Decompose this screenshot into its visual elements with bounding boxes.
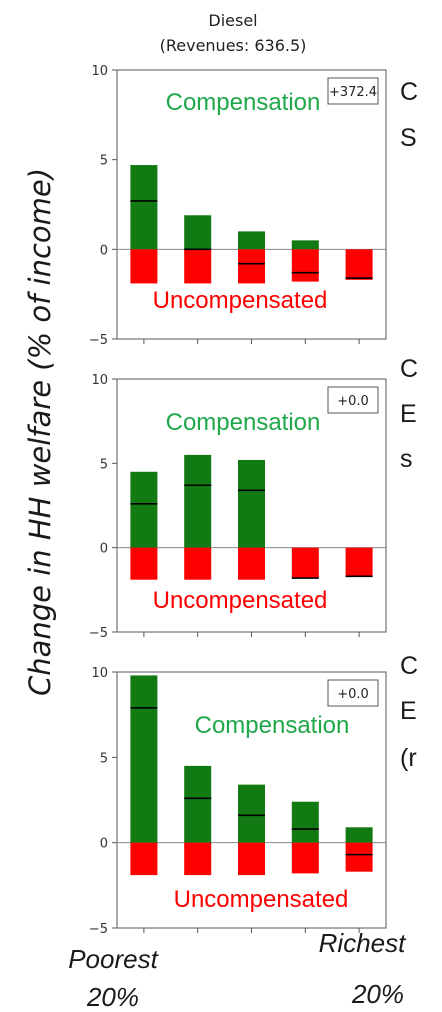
compensation-bar bbox=[238, 231, 265, 250]
uncompensated-bar bbox=[184, 842, 212, 876]
y-tick-label: 0 bbox=[100, 243, 108, 258]
uncompensated-bar bbox=[238, 547, 265, 580]
uncompensated-bar bbox=[291, 842, 319, 874]
compensation-bar bbox=[130, 471, 158, 548]
cropped-side-text: C bbox=[400, 78, 419, 106]
uncompensated-bar bbox=[345, 842, 373, 872]
chart-panel-3: 10 5 0 −5 +0.0 Compensation Uncompensated bbox=[89, 666, 387, 937]
compensation-label: Compensation bbox=[166, 409, 321, 436]
uncompensated-bar bbox=[184, 547, 212, 580]
y-tick-label: 5 bbox=[100, 154, 108, 169]
x-label-poorest-line2: 20% bbox=[86, 982, 139, 1012]
uncompensated-bar bbox=[130, 547, 158, 580]
y-tick-label: 0 bbox=[100, 837, 108, 852]
compensation-bar bbox=[291, 240, 319, 250]
uncompensated-label: Uncompensated bbox=[153, 587, 328, 614]
y-tick-label: −5 bbox=[89, 626, 108, 641]
cropped-side-text: C bbox=[400, 652, 419, 680]
revenue-badge-box bbox=[327, 77, 379, 105]
revenue-badge-box bbox=[327, 679, 379, 707]
y-tick-label: −5 bbox=[89, 333, 108, 348]
compensation-bar bbox=[130, 675, 158, 843]
chart-panel-1: 10 5 0 −5 +372.4 Compensation Uncompensated bbox=[89, 64, 387, 348]
cropped-side-text: C bbox=[400, 355, 419, 383]
y-axis-label: Change in HH welfare (% of income) bbox=[23, 168, 57, 696]
revenue-badge: +0.0 bbox=[337, 394, 369, 409]
uncompensated-bar bbox=[184, 249, 212, 284]
revenue-badge: +372.4 bbox=[329, 85, 377, 100]
chart-subtitle: (Revenues: 636.5) bbox=[160, 36, 307, 55]
compensation-bar bbox=[184, 215, 212, 250]
uncompensated-label: Uncompensated bbox=[174, 886, 349, 913]
uncompensated-bar bbox=[291, 547, 319, 579]
chart-title: Diesel bbox=[208, 11, 257, 30]
cropped-side-text: E bbox=[400, 697, 417, 725]
y-tick-label: −5 bbox=[89, 922, 108, 937]
y-tick-label: 10 bbox=[91, 373, 108, 388]
y-tick-label: 10 bbox=[91, 666, 108, 681]
cropped-side-text: E bbox=[400, 400, 417, 428]
uncompensated-bar bbox=[291, 249, 319, 282]
cropped-side-text: (r bbox=[400, 744, 417, 772]
y-tick-label: 5 bbox=[100, 457, 108, 472]
x-label-richest-line2: 20% bbox=[351, 979, 404, 1009]
x-label-poorest-line1: Poorest bbox=[68, 944, 159, 974]
cropped-side-text: s bbox=[400, 445, 413, 473]
compensation-bar bbox=[345, 827, 373, 843]
y-tick-label: 0 bbox=[100, 542, 108, 557]
compensation-label: Compensation bbox=[166, 89, 321, 116]
revenue-badge: +0.0 bbox=[337, 687, 369, 702]
uncompensated-bar bbox=[238, 249, 265, 284]
uncompensated-bar bbox=[345, 249, 373, 280]
compensation-bar bbox=[184, 765, 212, 843]
compensation-bar bbox=[238, 784, 265, 843]
uncompensated-bar bbox=[130, 842, 158, 876]
compensation-bar bbox=[130, 165, 158, 250]
compensation-label: Compensation bbox=[195, 712, 350, 739]
compensation-bar bbox=[238, 459, 265, 548]
panel-frame bbox=[116, 69, 387, 340]
panel-frame bbox=[116, 671, 387, 929]
revenue-badge-box bbox=[327, 386, 379, 414]
chart-panel-2: 10 5 0 −5 +0.0 Compensation Uncompensated bbox=[89, 373, 387, 641]
cropped-side-text: S bbox=[400, 124, 417, 152]
uncompensated-bar bbox=[130, 249, 158, 284]
compensation-bar bbox=[184, 454, 212, 548]
uncompensated-label: Uncompensated bbox=[153, 287, 328, 314]
y-tick-label: 5 bbox=[100, 751, 108, 766]
x-label-richest-line1: Richest bbox=[319, 928, 407, 958]
uncompensated-bar bbox=[238, 842, 265, 876]
uncompensated-bar bbox=[345, 547, 373, 577]
compensation-bar bbox=[291, 801, 319, 843]
y-tick-label: 10 bbox=[91, 64, 108, 79]
